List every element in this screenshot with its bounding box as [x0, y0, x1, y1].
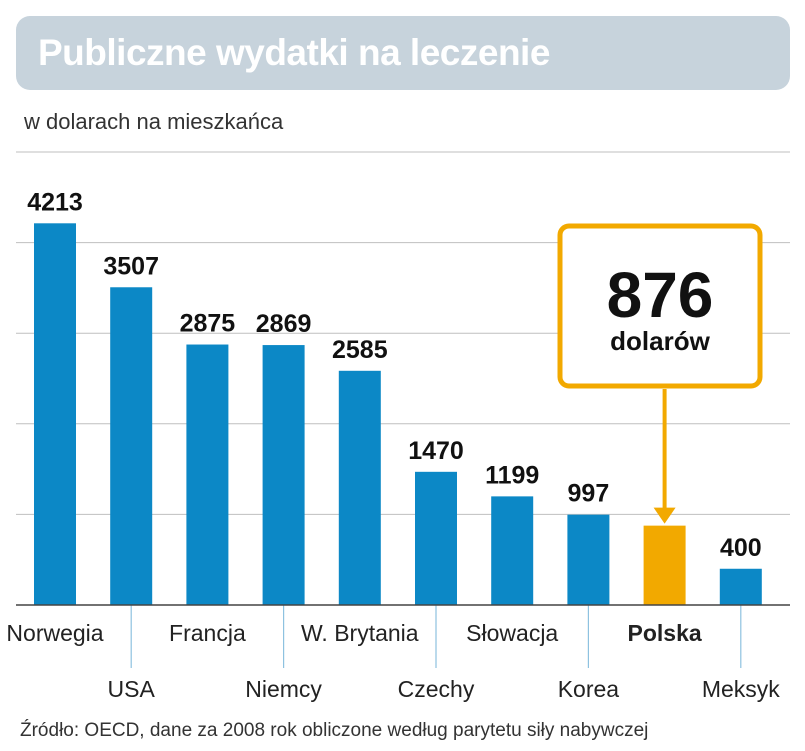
data-label: 2875 — [180, 310, 236, 338]
data-label: 1470 — [408, 437, 464, 465]
tick-label: Meksyk — [702, 676, 780, 702]
bar — [719, 568, 762, 605]
bar — [415, 471, 457, 605]
data-label: 997 — [568, 480, 610, 508]
chart-title: Publiczne wydatki na leczenie — [38, 32, 550, 73]
bar — [491, 496, 534, 605]
chart-subtitle: w dolarach na mieszkańca — [24, 109, 284, 134]
bar — [338, 370, 381, 605]
bar — [643, 525, 686, 605]
callout-arrowhead — [653, 507, 676, 524]
tick-label: Francja — [169, 620, 246, 646]
tick-label: Niemcy — [245, 676, 322, 702]
tick-label: W. Brytania — [301, 620, 419, 646]
tick-label: Polska — [628, 620, 702, 646]
data-label: 4213 — [27, 188, 83, 216]
title-banner — [16, 16, 790, 90]
bar — [262, 345, 305, 605]
tick-label: USA — [108, 676, 156, 702]
callout-unit: dolarów — [610, 326, 710, 356]
tick-label: Korea — [558, 676, 620, 702]
bar — [186, 344, 229, 605]
data-label: 1199 — [485, 461, 539, 489]
data-label: 3507 — [103, 252, 159, 280]
tick-label: Czechy — [398, 676, 475, 702]
source-note: Źródło: OECD, dane za 2008 rok obliczone… — [20, 720, 649, 741]
data-label: 400 — [720, 534, 762, 562]
callout-box — [557, 223, 763, 389]
bar — [110, 287, 153, 605]
tick-label: Norwegia — [6, 620, 103, 646]
callout-value: 876 — [607, 259, 714, 331]
tick-label: Słowacja — [466, 620, 558, 646]
data-label: 2869 — [256, 310, 312, 338]
bar — [567, 514, 610, 605]
bar — [34, 223, 76, 606]
data-label: 2585 — [332, 336, 388, 364]
